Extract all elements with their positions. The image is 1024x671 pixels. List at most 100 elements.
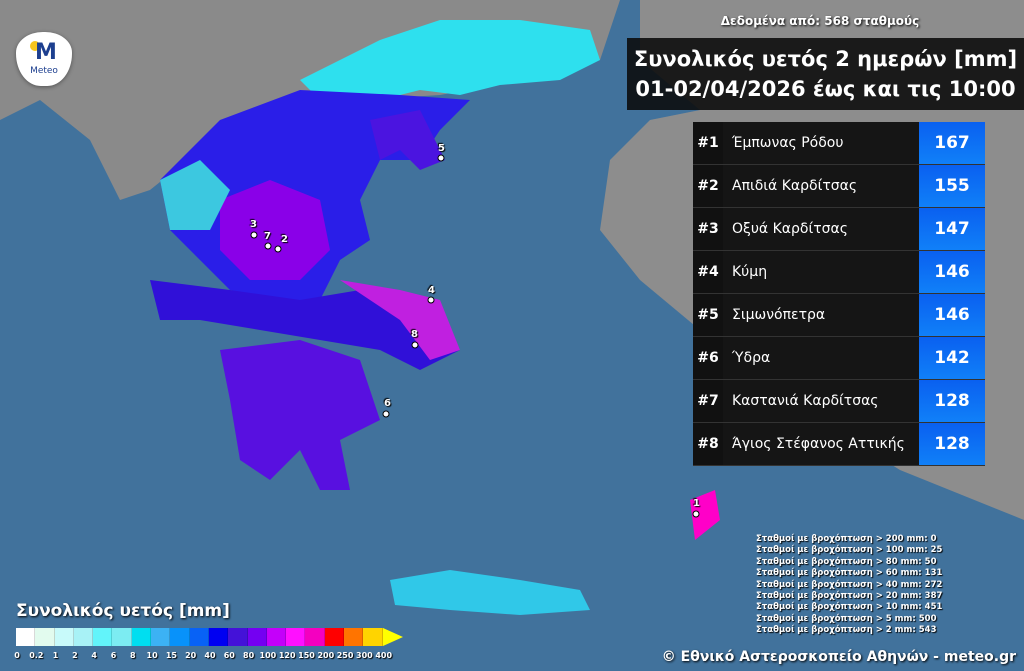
rain-value: 146: [919, 294, 985, 336]
stats-list: Σταθμοί με βροχόπτωση > 200 mm: 0 Σταθμοί…: [756, 534, 942, 637]
epirus-rain: [160, 160, 230, 230]
ranking-row: #1 Έμπωνας Ρόδου 167: [693, 122, 985, 165]
sun-dot-icon: [30, 41, 40, 51]
ranking-row: #3 Οξυά Καρδίτσας 147: [693, 208, 985, 251]
colorbar-tick-label: 40: [204, 651, 216, 660]
ranking-row: #4 Κύμη 146: [693, 251, 985, 294]
station-name: Κύμη: [723, 251, 919, 293]
stat-line: Σταθμοί με βροχόπτωση > 200 mm: 0: [756, 534, 937, 544]
colorbar-segment: [324, 628, 345, 646]
colorbar-segment: [93, 628, 113, 646]
peloponnese-rain: [220, 340, 380, 490]
stat-line: Σταθμοί με βροχόπτωση > 100 mm: 25: [756, 545, 943, 556]
colorbar-tick-label: 8: [130, 651, 136, 660]
station-marker[interactable]: [411, 341, 419, 349]
thessaly-rain: [220, 180, 330, 280]
colorbar-segment: [208, 628, 229, 646]
colorbar-tick-label: 6: [110, 651, 117, 660]
ranking-table: #1 Έμπωνας Ρόδου 167 #2 Απιδιά Καρδίτσας 155 #…: [693, 122, 985, 466]
ranking-row: #6 Ύδρα 142: [693, 337, 985, 380]
rank-number: #4: [693, 251, 723, 293]
ranking-row: #2 Απιδιά Καρδίτσας 155: [693, 165, 985, 208]
rain-value: 128: [919, 380, 985, 422]
station-name: Σιμωνόπετρα: [723, 294, 919, 336]
rank-number: #2: [693, 165, 723, 207]
stat-line: Σταθμοί με βροχόπτωση > 20 mm: 387: [756, 591, 943, 602]
halkidiki-rain: [370, 110, 445, 170]
ranking-row: #8 Άγιος Στέφανος Αττικής 128: [693, 423, 985, 466]
station-marker-label: 8: [411, 329, 418, 340]
station-name: Οξυά Καρδίτσας: [723, 208, 919, 250]
station-name: Άγιος Στέφανος Αττικής: [723, 423, 919, 465]
colorbar-segment: [286, 628, 306, 646]
station-marker[interactable]: [274, 245, 282, 253]
meteo-logo: M Meteo: [16, 32, 72, 86]
station-marker-label: 4: [428, 285, 435, 296]
colorbar-tick-label: 2: [72, 651, 78, 660]
stat-line: Σταθμοί με βροχόπτωση > 60 mm: 131: [756, 568, 943, 579]
stat-line: Σταθμοί με βροχόπτωση > 40 mm: 272: [756, 579, 943, 590]
colorbar-ticks: 0 0.2 1 2 4 6 8 10 15 20 40 60 80 100 120 150 200 250 300 4…: [14, 651, 396, 663]
station-marker-label: 7: [264, 231, 271, 242]
colorbar-segment: [305, 628, 325, 646]
colorbar-tick-label: 15: [165, 651, 177, 660]
colorbar-segment: [189, 628, 209, 646]
colorbar-tick-label: 60: [223, 651, 235, 660]
crete-rain: [390, 570, 590, 615]
colorbar-segment: [151, 628, 171, 646]
colorbar-tick-label: 4: [91, 651, 97, 660]
rain-value: 167: [919, 122, 985, 164]
colorbar-tick-label: 400: [375, 651, 393, 660]
station-marker[interactable]: [250, 231, 258, 239]
colorbar-segment: [54, 628, 74, 646]
colorbar-tick-label: 200: [317, 651, 335, 660]
colorbar-tick-label: 0: [14, 651, 20, 660]
logo-text: Meteo: [30, 66, 58, 76]
stat-line: Σταθμοί με βροχόπτωση > 10 mm: 451: [756, 602, 943, 613]
colorbar-tick-label: 300: [356, 651, 373, 660]
rank-number: #8: [693, 423, 723, 465]
rain-value: 142: [919, 337, 985, 379]
station-marker[interactable]: [692, 510, 700, 518]
station-name: Απιδιά Καρδίτσας: [723, 165, 919, 207]
rank-number: #7: [693, 380, 723, 422]
station-marker[interactable]: [427, 296, 435, 304]
colorbar-tick-label: 20: [185, 651, 197, 660]
colorbar-tick-label: 150: [298, 651, 315, 660]
rank-number: #6: [693, 337, 723, 379]
stations-count: Δεδομένα από: 568 σταθμούς: [720, 14, 920, 28]
stat-line: Σταθμοί με βροχόπτωση > 2 mm: 543: [756, 625, 937, 636]
rain-value: 147: [919, 208, 985, 250]
colorbar-segment: [228, 628, 248, 646]
colorbar-segment: [170, 628, 190, 646]
colorbar-tick-label: 0.2: [29, 651, 44, 660]
ranking-row: #5 Σιμωνόπετρα 146: [693, 294, 985, 337]
colorbar-segment: [247, 628, 267, 646]
ranking-row: #7 Καστανιά Καρδίτσας 128: [693, 380, 985, 423]
m-logo-icon: M: [35, 40, 57, 65]
colorbar: [16, 628, 403, 646]
station-marker[interactable]: [264, 242, 272, 250]
station-marker-label: 1: [693, 498, 700, 509]
station-marker[interactable]: [382, 410, 390, 418]
colorbar-tick-label: 120: [278, 651, 296, 660]
colorbar-tick-label: 250: [336, 651, 354, 660]
colorbar-segment: [344, 628, 364, 646]
colorbar-segment: [131, 628, 152, 646]
rain-value: 128: [919, 423, 985, 465]
colorbar-tick-label: 100: [259, 651, 277, 660]
colorbar-segment: [16, 628, 36, 646]
station-marker-label: 2: [281, 234, 288, 245]
station-name: Έμπωνας Ρόδου: [723, 122, 919, 164]
thrace-rain: [300, 20, 600, 110]
stat-line: Σταθμοί με βροχόπτωση > 5 mm: 500: [756, 613, 937, 624]
colorbar-segment: [112, 628, 132, 646]
title-line-1: Συνολικός υετός 2 ημερών [mm]: [633, 47, 1018, 71]
credit: © Εθνικό Αστεροσκοπείο Αθηνών - meteo.gr: [661, 649, 1016, 665]
colorbar-segment: [266, 628, 287, 646]
colorbar-segment: [363, 628, 383, 646]
station-marker-label: 3: [250, 219, 257, 230]
station-marker-label: 5: [438, 143, 445, 154]
map-title: Συνολικός υετός 2 ημερών [mm] 01-02/04/2…: [627, 38, 1024, 110]
station-marker[interactable]: [437, 154, 445, 162]
